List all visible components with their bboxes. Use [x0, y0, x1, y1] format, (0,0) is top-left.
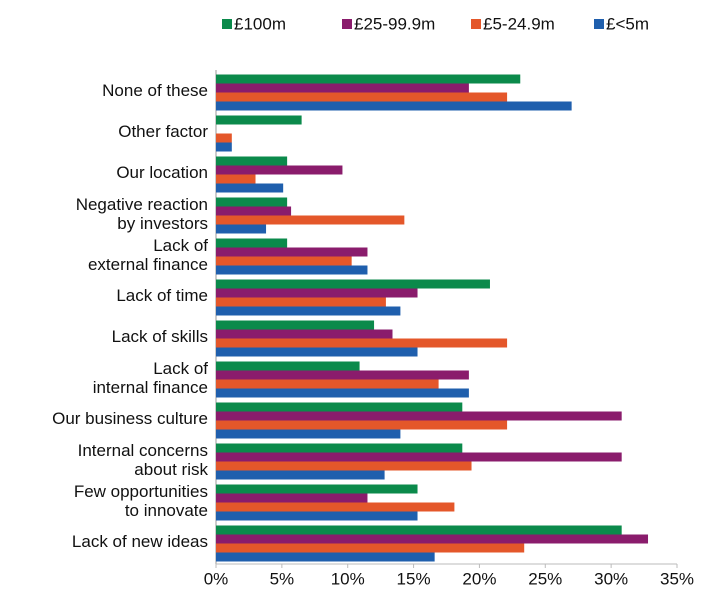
bar	[216, 306, 401, 316]
bar	[216, 379, 439, 389]
bar	[216, 83, 469, 93]
bar	[216, 133, 232, 143]
bar	[216, 279, 490, 289]
bar	[216, 552, 435, 562]
x-tick-label: 5%	[270, 569, 295, 588]
x-tick-label: 10%	[331, 569, 365, 588]
bar	[216, 256, 352, 266]
y-tick-label: Lack of internal finance	[92, 358, 208, 397]
bar	[216, 452, 622, 462]
bar	[216, 388, 469, 398]
legend-swatch	[222, 19, 232, 29]
bar	[216, 411, 622, 421]
legend-label: £100m	[234, 14, 286, 33]
y-tick-label: Few opportunities to innovate	[73, 481, 208, 520]
bar	[216, 338, 508, 348]
x-tick-label: 20%	[462, 569, 496, 588]
legend-swatch	[342, 19, 352, 29]
bar	[216, 361, 360, 371]
y-tick-label: Other factor	[118, 122, 208, 141]
bar	[216, 265, 368, 275]
bar	[216, 429, 401, 439]
bar	[216, 470, 385, 480]
bar	[216, 402, 463, 412]
y-tick-label: Internal concerns about risk	[77, 440, 208, 479]
bar	[216, 297, 386, 307]
legend-swatch	[594, 19, 604, 29]
bar	[216, 92, 508, 102]
y-tick-label: Lack of skills	[111, 327, 208, 346]
bar	[216, 543, 525, 553]
bar	[216, 288, 418, 298]
y-tick-label: Negative reaction by investors	[75, 194, 208, 233]
bar	[216, 174, 256, 184]
bar	[216, 443, 463, 453]
legend-label: £<5m	[606, 14, 649, 33]
bar	[216, 329, 393, 339]
y-tick-label: Lack of new ideas	[71, 532, 208, 551]
x-tick-label: 35%	[660, 569, 694, 588]
bar	[216, 525, 622, 535]
bar	[216, 206, 292, 216]
bar	[216, 534, 649, 544]
bar	[216, 493, 368, 503]
x-tick-label: 15%	[397, 569, 431, 588]
bar	[216, 224, 267, 234]
x-tick-label: 0%	[204, 569, 229, 588]
y-tick-label: Our business culture	[52, 409, 208, 428]
bar	[216, 115, 302, 125]
bar	[216, 484, 418, 494]
y-tick-label: Our location	[116, 163, 208, 182]
legend-swatch	[471, 19, 481, 29]
x-tick-label: 25%	[528, 569, 562, 588]
bar	[216, 420, 508, 430]
bar	[216, 238, 288, 248]
bar	[216, 183, 284, 193]
x-tick-label: 30%	[594, 569, 628, 588]
bar	[216, 165, 343, 175]
bar	[216, 197, 288, 207]
y-tick-label: Lack of time	[116, 286, 208, 305]
bar	[216, 347, 418, 357]
bar	[216, 320, 375, 330]
bar	[216, 247, 368, 257]
bar	[216, 156, 288, 166]
bar	[216, 142, 232, 152]
y-tick-label: Lack of external finance	[87, 235, 208, 274]
y-tick-label: None of these	[102, 81, 208, 100]
bar	[216, 511, 418, 521]
bar	[216, 215, 405, 225]
legend-label: £25-99.9m	[354, 14, 435, 33]
legend-label: £5-24.9m	[483, 14, 555, 33]
bar	[216, 461, 472, 471]
bar	[216, 370, 469, 380]
bar	[216, 101, 572, 111]
bar	[216, 502, 455, 512]
bar	[216, 74, 521, 84]
